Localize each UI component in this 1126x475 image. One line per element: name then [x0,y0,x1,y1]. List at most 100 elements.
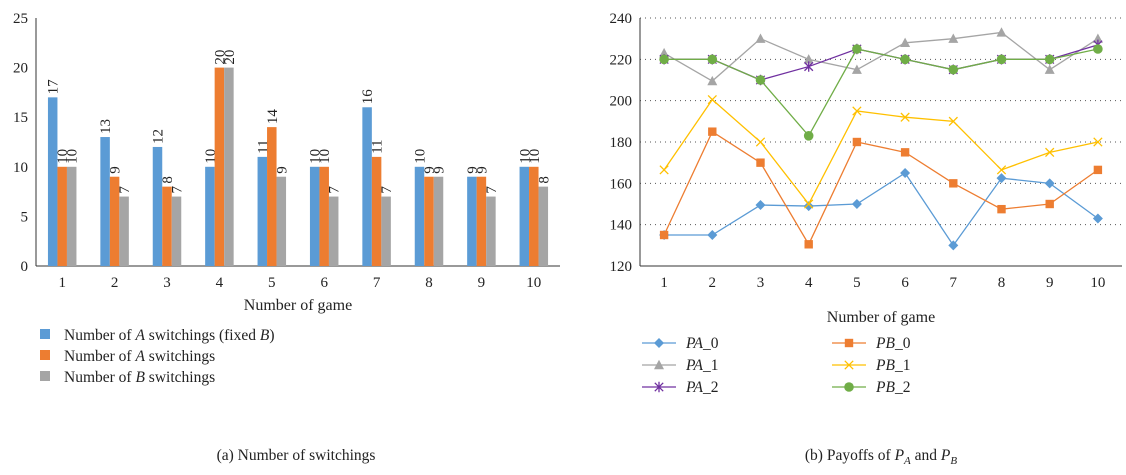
bar-value-label: 14 [265,109,281,125]
bar-value-label: 20 [222,50,238,65]
line-y-tick-label: 200 [610,94,633,110]
legend-marker [844,382,854,392]
data-point [803,201,814,212]
data-point [996,54,1007,65]
data-point [755,137,766,147]
legend-entry: PB_1 [875,357,910,374]
legend-entry: PB_0 [875,335,911,352]
bar [109,176,120,266]
data-point [804,199,814,209]
data-point [1044,178,1055,189]
bar-x-tick-label: 3 [163,275,171,291]
data-point [803,54,814,64]
data-point [1093,137,1103,147]
bar [214,67,225,266]
bar [57,166,67,266]
bar-value-label: 20 [212,50,228,65]
line-chart-series [659,27,1103,251]
bar-x-tick-label: 8 [425,275,433,291]
legend-swatch [40,371,50,381]
bar [276,176,287,266]
line-x-tick-label: 4 [805,275,813,291]
data-point [852,44,862,54]
data-point [851,64,862,74]
bar-y-tick-label: 10 [13,160,28,176]
bar [486,196,496,266]
bar-value-label: 10 [317,149,333,164]
data-point [1044,54,1055,65]
bar [467,176,477,266]
data-point [949,179,958,188]
line-y-tick-label: 160 [610,176,633,192]
bar [424,176,434,266]
data-point [804,240,813,249]
bar [171,196,182,266]
bar [162,186,172,266]
series-line [663,31,1099,82]
line-chart-x-axis-label: Number of game [827,309,935,326]
bar-value-label: 9 [432,166,448,174]
bar-x-tick-label: 7 [373,275,381,291]
data-point [804,61,814,72]
legend-entry: Number of A switchings [64,348,215,365]
data-point [1045,147,1055,157]
data-point [755,33,766,43]
data-point [900,148,910,157]
bar [519,166,530,266]
bar-value-label: 10 [308,149,324,164]
line-x-tick-label: 7 [950,275,958,291]
series-line [663,98,1099,206]
data-point [1092,213,1103,224]
bar [257,156,268,266]
bar-x-tick-label: 1 [58,275,66,291]
line-x-tick-label: 10 [1090,275,1105,291]
bar-value-label: 10 [55,149,71,164]
bar-value-label: 7 [379,186,395,194]
data-point [1045,199,1054,209]
data-point [1092,33,1103,43]
legend-entry: Number of B switchings [64,369,215,386]
data-point [852,106,862,116]
line-chart: 120 140 160 180 200 220 240 1 2 3 4 5 6 7 8 9 10 Number … [610,11,1122,467]
data-point [948,33,959,43]
data-point [659,54,669,65]
bar [529,166,539,266]
data-point [948,64,959,75]
bar [309,166,320,266]
legend-entry: Number of A switchings (fixed B) [64,327,275,344]
data-point [948,240,959,251]
legend-marker [844,338,854,348]
bar-value-label: 9 [474,166,490,174]
bar [267,127,277,267]
bar-value-label: 13 [98,119,114,134]
bar [47,97,58,266]
bar-chart-caption: (a) Number of switchings [217,447,376,464]
bar-x-tick-label: 6 [320,275,328,291]
data-point [659,165,669,175]
data-point [900,168,911,178]
data-point [755,75,766,85]
bar-y-tick-label: 25 [13,11,28,27]
data-point [1044,64,1055,74]
data-point [997,204,1006,214]
bar [414,166,425,266]
bar [205,166,215,266]
bar [152,146,163,266]
series-line [664,172,1099,247]
bar-value-label: 11 [370,139,386,153]
line-x-tick-label: 2 [709,275,717,291]
bar-value-label: 16 [360,89,376,105]
data-point [659,230,669,240]
bar [224,67,234,266]
data-point [708,127,717,136]
data-point [707,75,718,86]
data-point [803,131,814,141]
bar-y-tick-label: 5 [21,209,29,225]
bar [328,196,339,266]
bar-x-tick-label: 10 [526,275,541,291]
line-y-tick-label: 240 [610,11,633,27]
bar-value-label: 8 [160,176,176,184]
bar-y-tick-label: 0 [21,259,29,275]
